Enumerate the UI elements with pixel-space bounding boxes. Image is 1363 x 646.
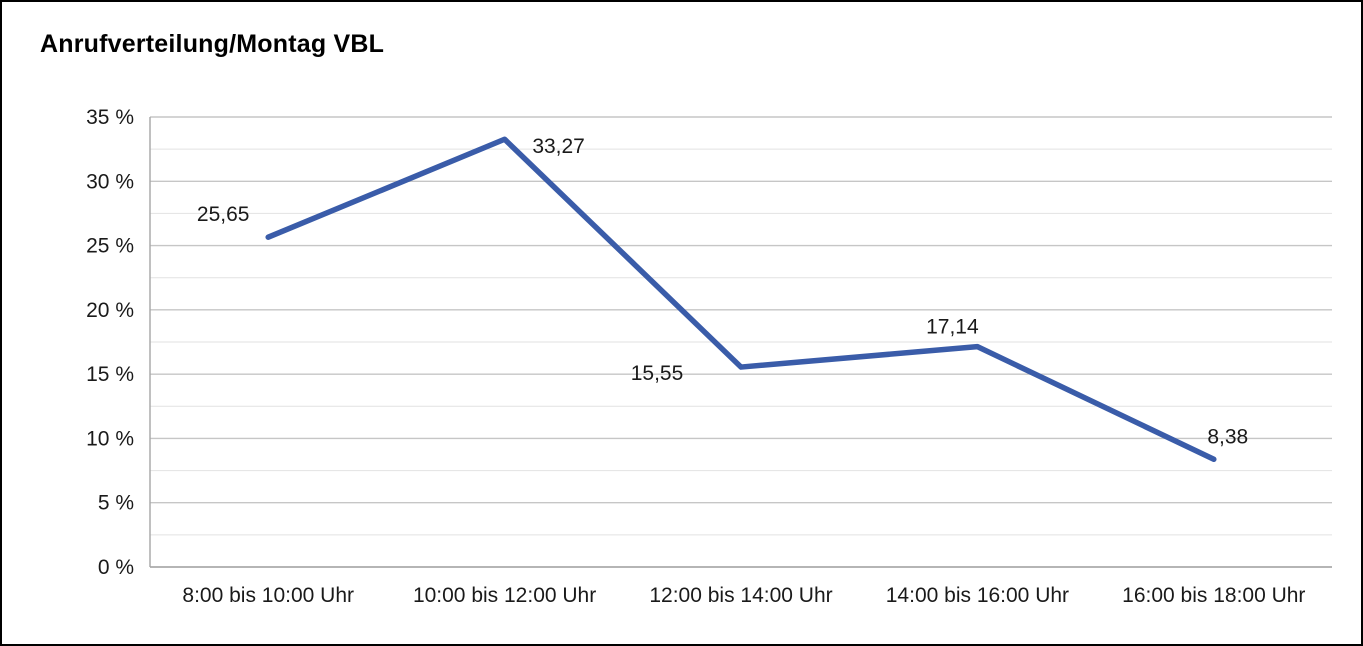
y-tick-label: 0 % [98, 556, 134, 579]
y-tick-label: 15 % [86, 363, 134, 386]
y-tick-label: 10 % [86, 427, 134, 450]
chart-title: Anrufverteilung/Montag VBL [40, 30, 385, 58]
y-tick-label: 35 % [86, 106, 134, 129]
x-category-label: 8:00 bis 10:00 Uhr [182, 584, 354, 607]
x-category-label: 12:00 bis 14:00 Uhr [649, 584, 832, 607]
y-tick-label: 5 % [98, 492, 134, 515]
data-label: 15,55 [631, 362, 684, 385]
x-category-label: 16:00 bis 18:00 Uhr [1122, 584, 1305, 607]
data-label: 8,38 [1207, 425, 1248, 448]
data-label: 25,65 [197, 203, 250, 226]
data-label: 33,27 [532, 135, 585, 158]
y-tick-label: 20 % [86, 299, 134, 322]
x-category-label: 10:00 bis 12:00 Uhr [413, 584, 596, 607]
x-category-label: 14:00 bis 16:00 Uhr [886, 584, 1069, 607]
y-tick-label: 25 % [86, 235, 134, 258]
data-line [265, 136, 1217, 463]
data-label: 17,14 [926, 316, 979, 339]
y-tick-label: 30 % [86, 170, 134, 193]
